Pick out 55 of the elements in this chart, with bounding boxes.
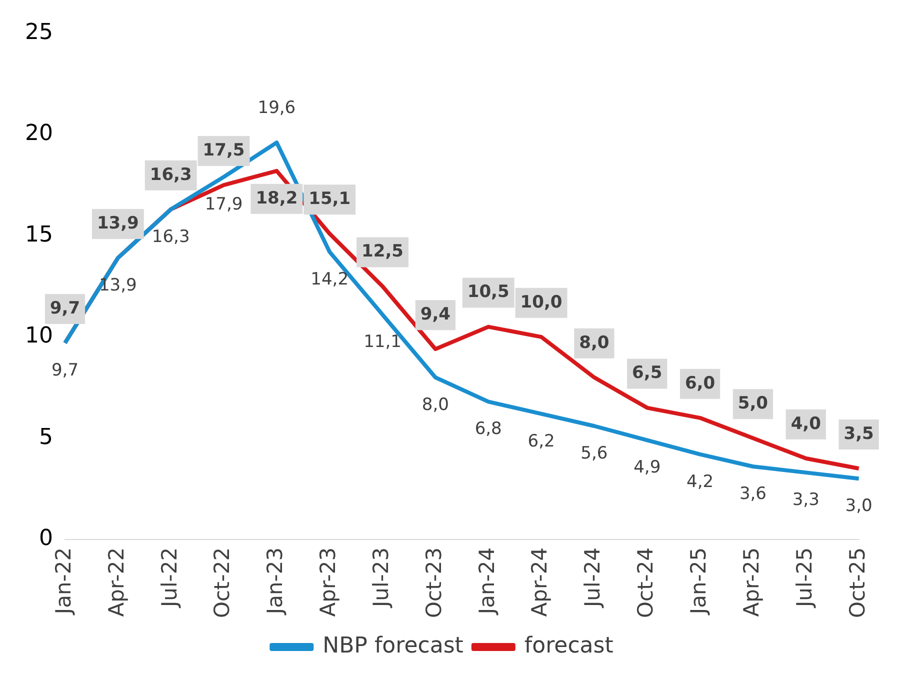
data-label: 16,3 [150, 164, 192, 185]
y-tick-label: 25 [24, 20, 53, 45]
x-tick-label: Jul-24 [580, 547, 605, 610]
data-label: 16,3 [152, 226, 190, 247]
data-label: 4,0 [790, 414, 822, 434]
data-label: 5,0 [738, 394, 768, 414]
x-tick-label: Jul-25 [792, 547, 816, 610]
data-label: 17,9 [204, 194, 243, 214]
x-tick-label: Jan-22 [51, 547, 76, 616]
y-tick-label: 20 [24, 121, 53, 146]
data-label: 17,5 [202, 140, 245, 160]
data-label: 11,1 [364, 332, 402, 352]
x-tick-label: Apr-24 [528, 547, 552, 617]
x-tick-label: Jul-22 [157, 547, 182, 610]
data-label: 10,0 [520, 292, 562, 312]
x-tick-label: Jan-25 [686, 547, 710, 616]
data-label: 10,5 [467, 282, 510, 302]
x-tick-label: Oct-24 [634, 547, 658, 618]
x-tick-label: Jan-23 [263, 547, 288, 616]
x-tick-label: Apr-25 [739, 547, 764, 617]
x-tick-label: Oct-22 [210, 547, 234, 618]
data-label: 9,7 [51, 360, 79, 380]
data-label: 8,0 [422, 394, 449, 415]
data-label: 9,4 [420, 304, 451, 324]
data-label: 6,2 [528, 431, 555, 452]
x-tick-label: Apr-22 [104, 547, 128, 617]
x-tick-label: Jan-24 [474, 547, 499, 616]
legend-label: NBP forecast [322, 634, 464, 659]
x-tick-label: Jul-23 [368, 547, 393, 610]
y-tick-label: 10 [24, 324, 53, 349]
data-label: 19,6 [258, 98, 296, 118]
data-label: 5,6 [580, 443, 608, 464]
x-tick-label: Oct-25 [845, 547, 870, 618]
data-label: 15,1 [308, 189, 351, 210]
data-label: 6,0 [684, 373, 716, 394]
y-tick-label: 5 [38, 424, 53, 450]
data-label: 6,8 [474, 419, 502, 440]
data-label: 3,5 [844, 424, 874, 444]
data-label: 3,3 [792, 490, 820, 510]
data-label: 4,9 [634, 458, 661, 478]
data-label: 13,9 [96, 213, 139, 234]
data-label: 12,5 [362, 242, 404, 262]
x-tick-label: Oct-23 [422, 547, 446, 618]
legend-label: forecast [524, 634, 614, 659]
y-tick-label: 15 [24, 222, 53, 248]
data-label: 18,2 [256, 188, 298, 208]
data-label: 9,7 [50, 298, 80, 318]
y-tick-label: 0 [38, 526, 53, 552]
data-label: 8,0 [579, 332, 610, 353]
data-label: 3,0 [845, 496, 872, 516]
data-label: 4,2 [686, 472, 714, 492]
data-label: 14,2 [310, 269, 349, 290]
data-label: 3,6 [739, 484, 766, 504]
data-label: 6,5 [632, 363, 662, 384]
x-tick-label: Apr-23 [316, 547, 340, 617]
